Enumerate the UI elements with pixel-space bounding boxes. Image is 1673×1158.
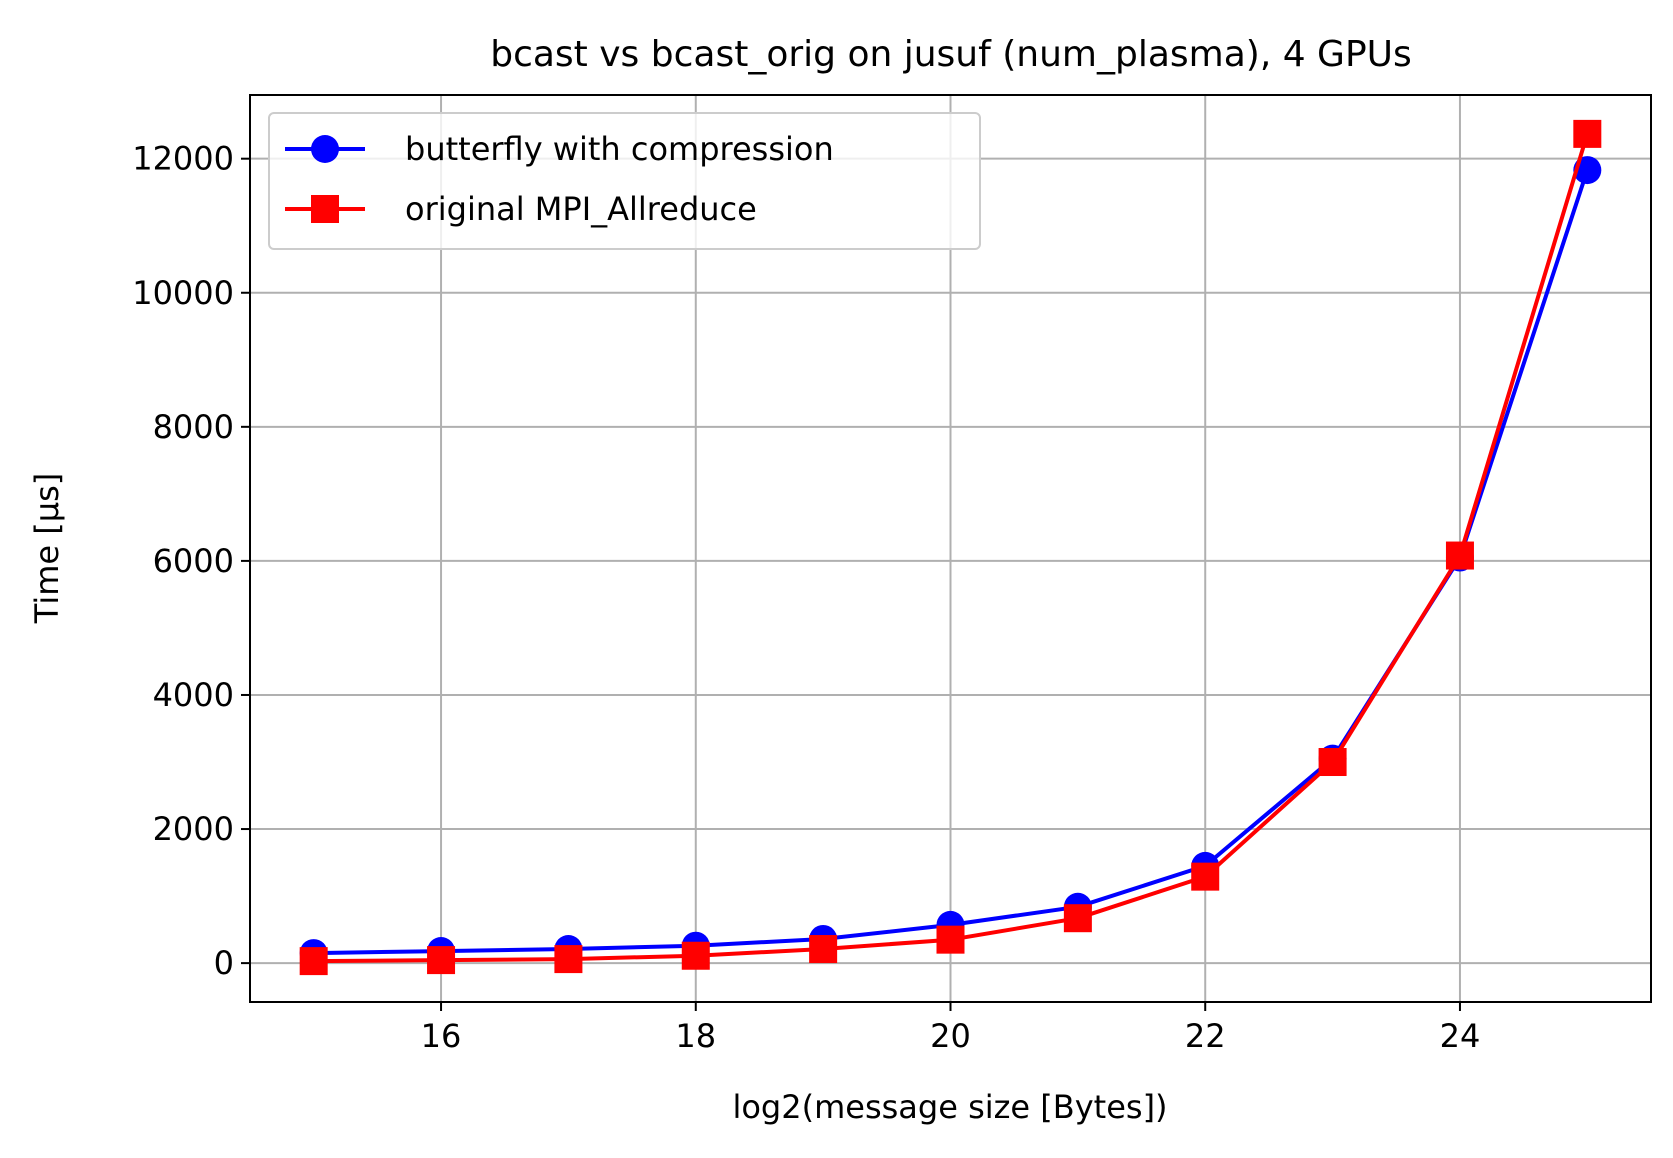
y-tick-label: 6000	[153, 542, 234, 580]
x-axis-label: log2(message size [Bytes])	[732, 1088, 1167, 1126]
legend: butterfly with compression original MPI_A…	[268, 112, 981, 250]
data-point	[1573, 119, 1602, 148]
legend-label: original MPI_Allreduce	[405, 190, 757, 228]
legend-entry: butterfly with compression	[285, 130, 834, 168]
data-point	[427, 946, 456, 975]
x-tick-label: 24	[1440, 1017, 1481, 1055]
legend-marker	[311, 135, 339, 163]
y-tick-label: 2000	[153, 810, 234, 848]
legend-marker	[311, 195, 339, 223]
data-point	[1445, 541, 1474, 570]
legend-label: butterfly with compression	[405, 130, 834, 168]
legend-frame	[268, 112, 981, 250]
y-axis-label: Time [µs]	[28, 473, 66, 624]
data-point	[936, 925, 965, 954]
data-point	[681, 941, 710, 970]
data-point	[1191, 862, 1220, 891]
y-tick-label: 12000	[132, 140, 234, 178]
y-tick-label: 0	[214, 944, 234, 982]
data-point	[299, 947, 328, 976]
y-tick-label: 10000	[132, 274, 234, 312]
x-tick-label: 20	[930, 1017, 971, 1055]
x-tick-label: 18	[675, 1017, 716, 1055]
series-1	[299, 119, 1602, 976]
y-tick-label: 4000	[153, 676, 234, 714]
x-tick-label: 16	[421, 1017, 462, 1055]
data-point	[1318, 748, 1347, 777]
x-tick-label: 22	[1185, 1017, 1226, 1055]
y-tick-label: 8000	[153, 408, 234, 446]
data-point	[1063, 904, 1092, 933]
axis-ticks: 16 18 20 22 24 0 2000 4000 6000 8000 10000 12000	[132, 140, 1480, 1055]
data-point	[554, 945, 583, 974]
chart-title: bcast vs bcast_orig on jusuf (num_plasma…	[490, 34, 1412, 75]
series-layer	[299, 119, 1602, 976]
legend-entry: original MPI_Allreduce	[285, 190, 757, 228]
data-point	[809, 935, 838, 964]
